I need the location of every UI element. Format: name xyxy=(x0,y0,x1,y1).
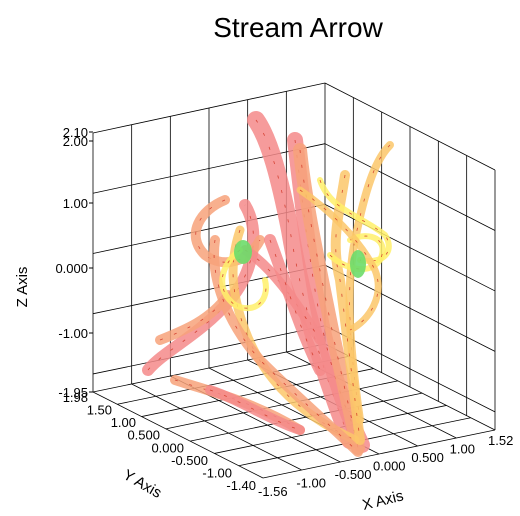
y-tick-label: -0.500 xyxy=(171,453,208,468)
streamline-tube xyxy=(209,235,363,457)
y-tick-label: -1.40 xyxy=(226,478,256,493)
x-tick-label: 1.52 xyxy=(488,433,513,448)
y-tick-label: 0.000 xyxy=(151,440,184,455)
y-axis-label: Y Axis xyxy=(120,466,164,501)
z-tick-label: 2.00 xyxy=(63,134,88,149)
x-tick-label: 0.000 xyxy=(373,459,406,474)
y-tick-label: 1.50 xyxy=(87,403,112,418)
y-tick-label: 1.98 xyxy=(63,390,88,405)
streamline-arrows xyxy=(335,174,361,441)
z-tick-label: 1.00 xyxy=(63,196,88,211)
streamline-arrows xyxy=(255,119,351,441)
streamline-arrows xyxy=(299,189,379,331)
y-tick-label: 0.500 xyxy=(127,428,160,443)
grid-line xyxy=(92,325,326,375)
grid-line xyxy=(92,143,326,194)
streamline-tube xyxy=(264,234,326,376)
grid-line xyxy=(324,143,496,231)
grid-line xyxy=(324,204,496,292)
y-tick-label: 1.00 xyxy=(111,415,136,430)
z-tick-label: 2.10 xyxy=(63,125,88,140)
z-tick-label: -1.95 xyxy=(58,385,88,400)
z-tick-label: -1.00 xyxy=(58,326,88,341)
x-tick-label: -1.00 xyxy=(296,476,326,491)
x-tick-label: 1.00 xyxy=(450,442,475,457)
x-tick-label: -1.56 xyxy=(258,484,288,499)
streamline-tube xyxy=(219,247,269,312)
z-axis-label: Z Axis xyxy=(14,267,31,308)
x-tick-label: -0.500 xyxy=(335,467,372,482)
streamline-arrows xyxy=(232,229,356,441)
streamline-arrows xyxy=(329,235,383,270)
z-tick-label: 0.000 xyxy=(55,261,88,276)
chart-title: Stream Arrow xyxy=(213,12,383,43)
streamline-arrows xyxy=(147,204,254,371)
streamline-tube xyxy=(205,385,305,435)
x-axis-label: X Axis xyxy=(361,487,406,514)
seed-region xyxy=(350,250,366,278)
x-tick-label: 0.500 xyxy=(411,450,444,465)
y-tick-label: -1.00 xyxy=(202,465,232,480)
streamlines xyxy=(142,111,394,457)
grid-line xyxy=(131,383,302,471)
seed-region xyxy=(234,240,252,264)
streamline-arrows xyxy=(294,139,363,446)
grid-edge xyxy=(92,391,264,479)
z-axis-ticks: -1.95 -1.00 0.000 1.00 2.002.10 xyxy=(55,125,93,400)
